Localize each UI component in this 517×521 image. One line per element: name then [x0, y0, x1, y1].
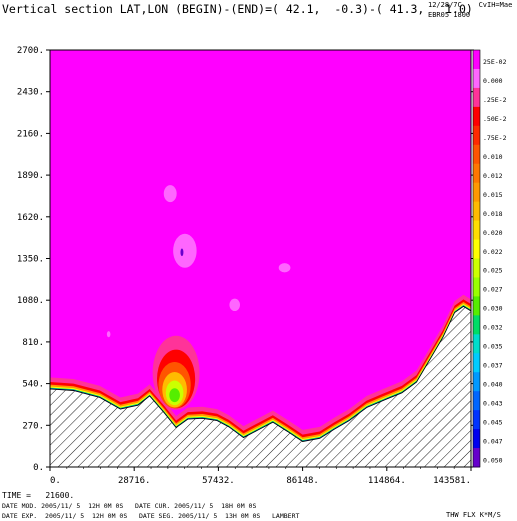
colorbar-swatch-5: [473, 144, 480, 165]
y-tick-label-0: 0.: [33, 463, 44, 473]
colorbar-label-11: 0.025: [483, 267, 503, 275]
colorbar-swatch-15: [473, 334, 480, 354]
colorbar-swatch-1: [473, 68, 480, 89]
y-tick-label-7: 1890.: [17, 171, 44, 181]
colorbar-swatch-17: [473, 372, 480, 392]
corner-info-line-2: EBR05 1800: [428, 11, 471, 19]
aloft-feature-1: [173, 233, 197, 268]
axis-ticks: 0. 270. 540. 810. 1080. 1350. 1620. 1890. 2160. 2…: [17, 46, 474, 486]
colorbar-label-0: 25E-02: [483, 58, 507, 66]
y-tick-label-8: 2160.: [17, 129, 44, 139]
aloft-feature-5: [106, 331, 111, 338]
corner-info-line-1: 12/28/7C CvIH=Mae: [428, 1, 513, 9]
colorbar-label-21: 0.050: [483, 456, 503, 464]
colorbar-label-9: 0.020: [483, 229, 503, 237]
colorbar-label-7: 0.015: [483, 191, 503, 199]
colorbar-label-12: 0.027: [483, 286, 503, 294]
x-tick-label-5: 143581.: [433, 476, 471, 486]
colorbar-label-16: 0.037: [483, 361, 503, 369]
chart-title: Vertical section LAT,LON (BEGIN)-(END)=(…: [2, 2, 473, 16]
x-tick-label-3: 86148.: [286, 476, 319, 486]
y-tick-label-10: 2700.: [17, 46, 44, 56]
colorbar-swatch-9: [473, 220, 480, 241]
colorbar-swatch-7: [473, 182, 480, 203]
colorbar-swatch-13: [473, 296, 480, 316]
time-label: TIME = 21600.: [2, 491, 75, 500]
x-tick-label-1: 28716.: [118, 476, 151, 486]
terrain-hatched: [49, 305, 472, 468]
colorbar-swatch-2: [473, 87, 480, 108]
colorbar-swatch-12: [473, 277, 480, 297]
units-label: THW FLX K*M/S: [446, 511, 501, 519]
y-tick-label-2: 540.: [22, 380, 44, 390]
colorbar-swatch-18: [473, 391, 480, 411]
colorbar-swatch-3: [473, 106, 480, 127]
y-tick-label-9: 2430.: [17, 88, 44, 98]
date-info-line-2: DATE EXP. 2005/11/ 5 12H 0M 0S DATE SEG.…: [2, 512, 300, 520]
colorbar-label-20: 0.047: [483, 437, 503, 445]
colorbar-label-4: .75E-2: [483, 134, 507, 142]
aloft-feature-3: [278, 263, 291, 273]
colorbar-label-13: 0.030: [483, 305, 503, 313]
colorbar-swatch-10: [473, 239, 480, 259]
colorbar-swatch-4: [473, 125, 480, 146]
colorbar-label-19: 0.045: [483, 418, 503, 426]
field-band-green: [50, 304, 471, 442]
colorbar-label-15: 0.035: [483, 343, 503, 351]
colorbar-label-3: .50E-2: [483, 115, 507, 123]
y-tick-label-1: 270.: [22, 421, 44, 431]
plume-contour-5: [169, 388, 180, 403]
colorbar-label-6: 0.012: [483, 172, 503, 180]
aloft-feature-2: [180, 248, 184, 257]
colorbar-swatch-20: [473, 429, 480, 449]
colorbar-swatch-0: [473, 50, 480, 70]
x-tick-label-2: 57432.: [202, 476, 235, 486]
colorbar-swatch-11: [473, 258, 480, 278]
aloft-feature-0: [163, 185, 177, 203]
x-tick-label-0: 0.: [50, 476, 61, 486]
colorbar-label-8: 0.018: [483, 210, 503, 218]
colorbar-label-5: 0.010: [483, 153, 503, 161]
aloft-feature-4: [229, 298, 241, 312]
colorbar-frame: [472, 49, 481, 468]
field-overlay: [50, 185, 471, 442]
colorbar-swatch-16: [473, 353, 480, 373]
colorbar: 25E-02 0.000 .25E-2 .50E-2 .75E-2 0.010 0.012 0…: [472, 49, 507, 468]
colorbar-label-14: 0.032: [483, 324, 503, 332]
colorbar-swatch-8: [473, 201, 480, 222]
colorbar-swatch-21: [473, 448, 480, 468]
colorbar-label-2: .25E-2: [483, 96, 507, 104]
colorbar-label-1: 0.000: [483, 77, 503, 85]
colorbar-label-10: 0.022: [483, 248, 503, 256]
y-tick-label-3: 810.: [22, 338, 44, 348]
colorbar-label-17: 0.040: [483, 380, 503, 388]
colorbar-swatch-6: [473, 163, 480, 184]
y-tick-label-6: 1620.: [17, 213, 44, 223]
y-tick-label-4: 1080.: [17, 296, 44, 306]
colorbar-swatch-14: [473, 315, 480, 335]
y-tick-label-5: 1350.: [17, 255, 44, 265]
x-tick-label-4: 114864.: [368, 476, 406, 486]
colorbar-label-18: 0.043: [483, 399, 503, 407]
date-info-line-1: DATE MOD. 2005/11/ 5 12H 0M 0S DATE CUR.…: [2, 502, 257, 510]
colorbar-swatch-19: [473, 410, 480, 430]
